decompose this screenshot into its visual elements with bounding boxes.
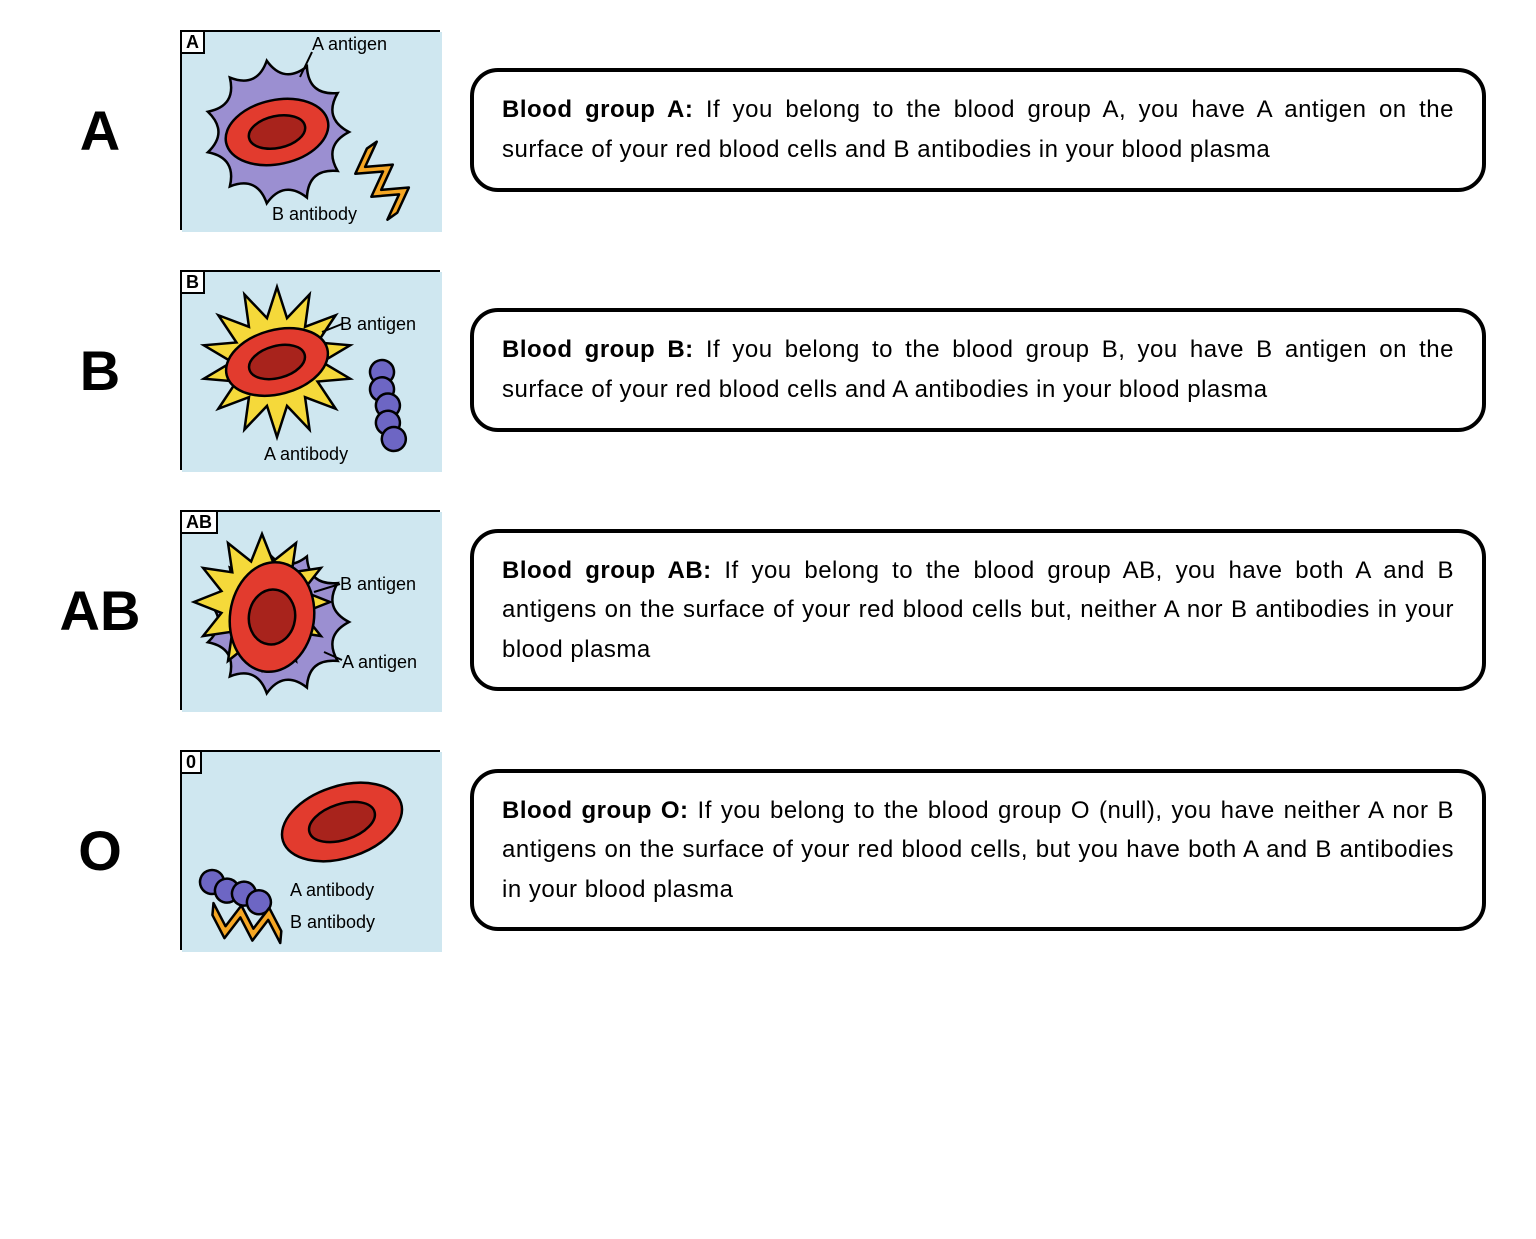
cell-tag: AB [182, 512, 218, 534]
description-box: Blood group B: If you belong to the bloo… [470, 308, 1486, 431]
description-title: Blood group A: [502, 96, 693, 123]
blood-group-row: A A A antigen B antibody Blood group A: If … [50, 30, 1486, 230]
group-letter: O [50, 818, 150, 883]
cell-label: A antibody [264, 444, 348, 465]
group-letter: AB [50, 578, 150, 643]
description-title: Blood group B: [502, 336, 694, 363]
cell-label: B antibody [290, 912, 375, 933]
cell-label: B antigen [340, 574, 416, 595]
cell-label: B antigen [340, 314, 416, 335]
description-box: Blood group A: If you belong to the bloo… [470, 68, 1486, 191]
description-box: Blood group O: If you belong to the bloo… [470, 769, 1486, 932]
description-title: Blood group AB: [502, 557, 712, 584]
description-box: Blood group AB: If you belong to the blo… [470, 529, 1486, 692]
group-letter: B [50, 338, 150, 403]
cell-label: A antibody [290, 880, 374, 901]
cell-label: A antigen [342, 652, 417, 673]
blood-group-row: AB AB B antigen A antigen Blood group AB: I… [50, 510, 1486, 710]
cell-diagram-box: B B antigen A antibody [180, 270, 440, 470]
cell-diagram-box: AB B antigen A antigen [180, 510, 440, 710]
cell-tag: B [182, 272, 205, 294]
cell-label: A antigen [312, 34, 387, 55]
blood-group-row: O 0 A antibody B antibody Blood group O: If… [50, 750, 1486, 950]
cell-diagram-box: 0 A antibody B antibody [180, 750, 440, 950]
cell-label: B antibody [272, 204, 357, 225]
group-letter: A [50, 98, 150, 163]
cell-tag: 0 [182, 752, 202, 774]
cell-diagram-box: A A antigen B antibody [180, 30, 440, 230]
description-title: Blood group O: [502, 797, 689, 824]
cell-tag: A [182, 32, 205, 54]
blood-group-row: B B B antigen A antibody Blood group B: If … [50, 270, 1486, 470]
